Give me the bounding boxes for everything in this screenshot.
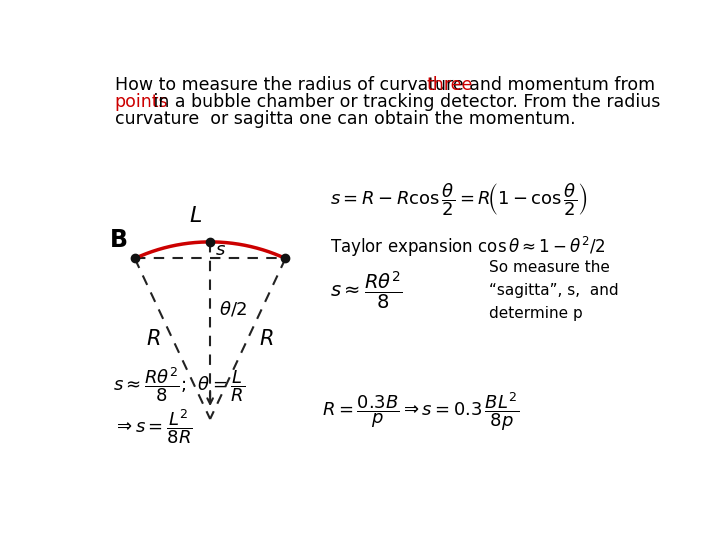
Text: How to measure the radius of curvature and momentum from: How to measure the radius of curvature a… <box>114 76 660 94</box>
Text: $s$: $s$ <box>215 241 226 259</box>
Text: in a bubble chamber or tracking detector. From the radius: in a bubble chamber or tracking detector… <box>148 93 660 111</box>
Text: $s \approx \dfrac{R\theta^2}{8}$: $s \approx \dfrac{R\theta^2}{8}$ <box>330 269 402 312</box>
Text: $\Rightarrow s = \dfrac{L^2}{8R}$: $\Rightarrow s = \dfrac{L^2}{8R}$ <box>113 407 193 446</box>
Text: $R$: $R$ <box>146 329 161 349</box>
Text: So measure the
“sagitta”, s,  and
determine p: So measure the “sagitta”, s, and determi… <box>489 260 618 321</box>
Text: $\mathbf{B}$: $\mathbf{B}$ <box>109 228 127 252</box>
Text: three: three <box>426 76 472 94</box>
Text: curvature  or sagitta one can obtain the momentum.: curvature or sagitta one can obtain the … <box>114 110 575 128</box>
Text: $\theta/2$: $\theta/2$ <box>220 300 248 319</box>
Text: $R = \dfrac{0.3B}{p} \Rightarrow s = 0.3\,\dfrac{BL^2}{8p}$: $R = \dfrac{0.3B}{p} \Rightarrow s = 0.3… <box>323 390 520 433</box>
Text: Taylor expansion $\cos\theta \approx 1 - \theta^2/2$: Taylor expansion $\cos\theta \approx 1 -… <box>330 235 606 259</box>
Text: $L$: $L$ <box>189 206 202 226</box>
Text: $R$: $R$ <box>259 329 274 349</box>
Text: points: points <box>114 93 168 111</box>
Text: $s \approx \dfrac{R\theta^2}{8}$;  $\theta{=}\dfrac{L}{R}$: $s \approx \dfrac{R\theta^2}{8}$; $\thet… <box>113 365 246 404</box>
Text: $s = R - R\cos\dfrac{\theta}{2} = R\!\left(1 - \cos\dfrac{\theta}{2}\right)$: $s = R - R\cos\dfrac{\theta}{2} = R\!\le… <box>330 181 588 218</box>
